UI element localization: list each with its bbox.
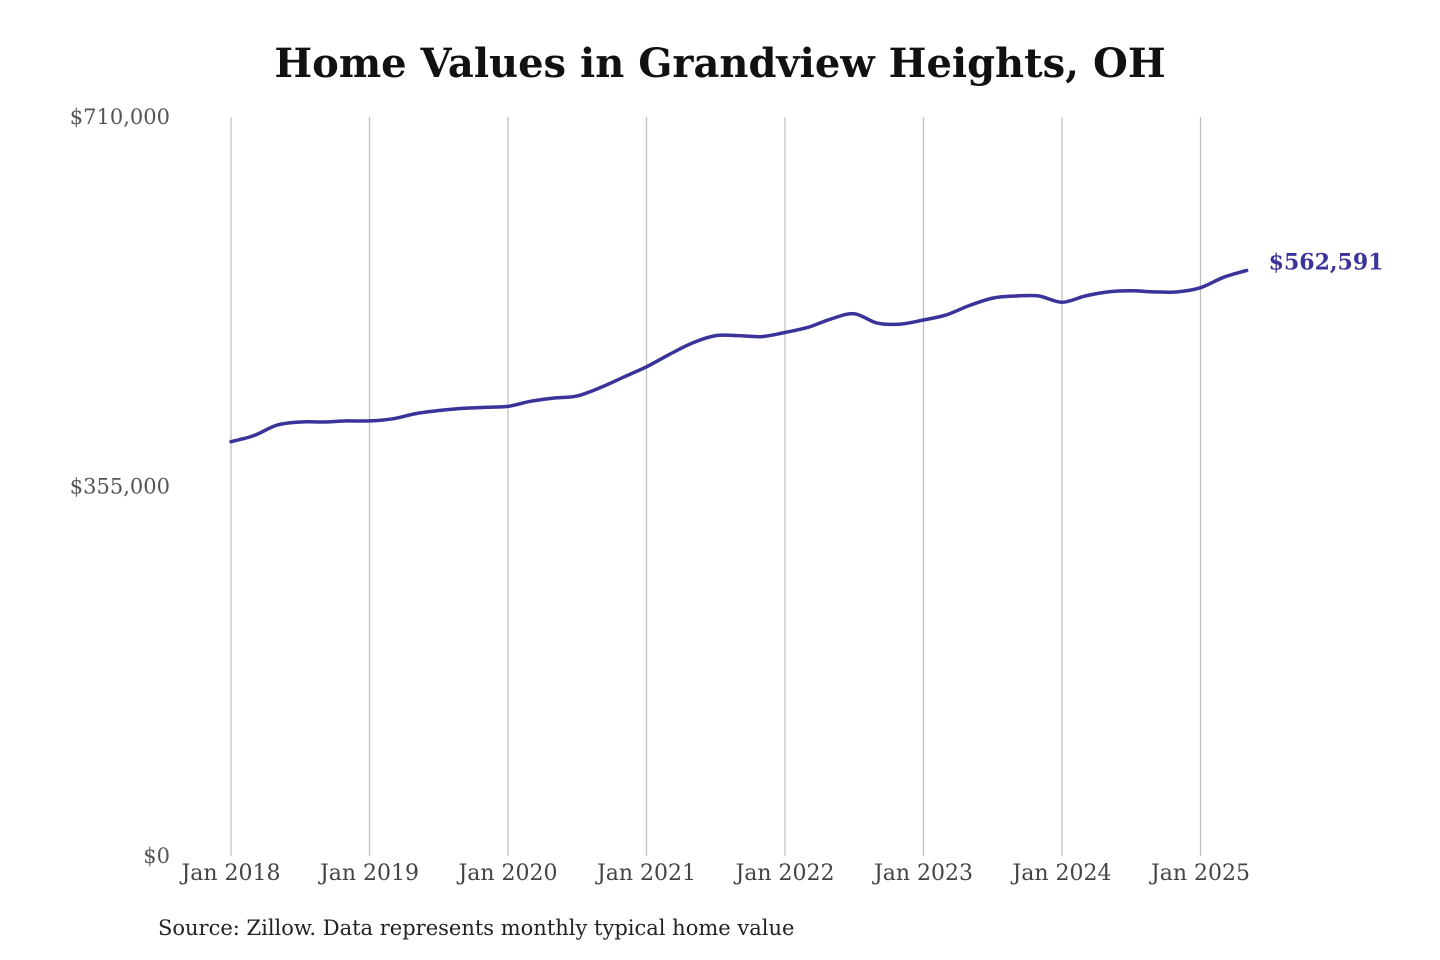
x-tick-label: Jan 2024 [1010,861,1111,886]
series-layer: $562,591 [229,249,1384,444]
x-tick-label: Jan 2025 [1149,861,1250,886]
series-line [229,268,1249,444]
gridlines [230,117,1202,856]
x-tick-label: Jan 2021 [595,861,696,886]
y-tick-label: $710,000 [70,105,170,129]
x-axis: Jan 2018 Jan 2019 Jan 2020 Jan 2021 Jan 2022… [179,861,1250,886]
source-note: Source: Zillow. Data represents monthly … [158,916,795,940]
x-tick-label: Jan 2023 [872,861,973,886]
y-tick-label: $0 [143,844,170,868]
x-tick-label: Jan 2020 [456,861,557,886]
end-value-label: $562,591 [1269,249,1384,275]
x-tick-label: Jan 2022 [733,861,834,886]
chart-title: Home Values in Grandview Heights, OH [274,40,1166,87]
y-axis: $0 $355,000 $710,000 [70,105,170,868]
y-tick-label: $355,000 [70,475,170,499]
x-tick-label: Jan 2019 [318,861,419,886]
x-tick-label: Jan 2018 [179,861,280,886]
